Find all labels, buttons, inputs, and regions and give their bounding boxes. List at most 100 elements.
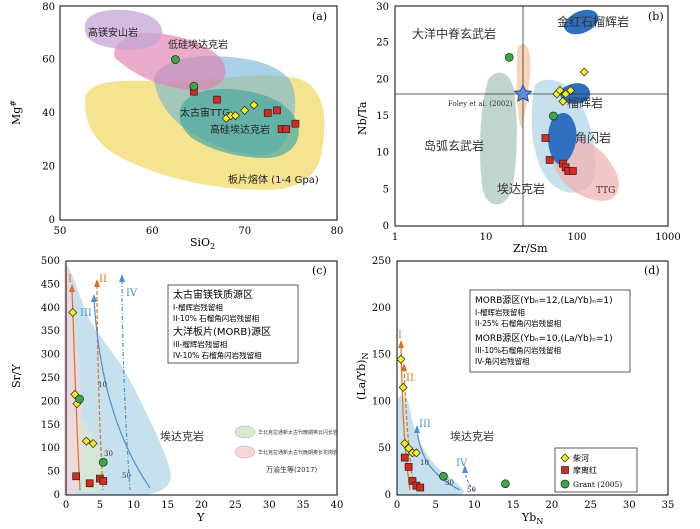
data-point-a-red_squares-5 xyxy=(282,125,291,133)
melt-label-10-c: 10 xyxy=(98,381,107,389)
reference-point-label: Foley et al. (2002) xyxy=(448,100,513,108)
plot-frame-d xyxy=(396,260,669,496)
legend-label-tonalite: 华北克拉通新太古代晚期英云闪长岩 xyxy=(258,429,338,436)
curve-ii-d-arrow xyxy=(401,363,407,371)
xtick-a-2: 70 xyxy=(238,226,251,237)
data-point-d-yellow_diamonds-3 xyxy=(404,443,414,453)
legend-item-1-d: I-榴辉岩残留相 xyxy=(475,307,525,317)
field-label-adakite-c: 埃达克岩 xyxy=(160,429,204,443)
melt-label-50-d: 50 xyxy=(467,486,476,494)
data-point-a-yellow_diamonds-3 xyxy=(240,105,250,115)
curve-label-i-c: I xyxy=(68,274,72,285)
marks-d xyxy=(396,354,510,492)
field-high-si-adakite xyxy=(179,88,299,158)
ytick-b-0: 0 xyxy=(383,221,389,232)
data-point-a-red_squares-6 xyxy=(291,119,300,128)
marker-legend-circle xyxy=(560,479,570,489)
field-label-eclogite: 榴辉岩 xyxy=(567,95,603,110)
xticks-d: 0 5 10 15 20 25 30 35 xyxy=(394,500,675,511)
xtick-c-1: 5 xyxy=(97,500,103,511)
xtick-a-3: 80 xyxy=(331,226,344,237)
field-high-mg-andesite xyxy=(84,9,163,50)
legend-item-1-c: I-榴辉岩残留相 xyxy=(173,302,223,312)
data-point-b-red_squares-0 xyxy=(541,134,550,142)
data-point-d-yellow_diamonds-1 xyxy=(398,382,408,392)
ytick-c-10: 500 xyxy=(41,256,60,267)
ytick-c-4: 200 xyxy=(41,396,60,407)
legend-item-4-c: IV-10% 石榴角闪岩残留相 xyxy=(173,350,262,360)
field-label-high-mg-andesite: 高镁安山岩 xyxy=(88,26,138,39)
panel-label-b: (b) xyxy=(648,10,664,23)
yticks-c: 0 50 100 150 200 250 300 350 400 450 500 xyxy=(41,256,60,501)
data-point-d-red_squares-4 xyxy=(416,483,425,492)
xtick-d-5: 25 xyxy=(584,500,597,511)
panel-label-c: (c) xyxy=(312,264,327,277)
field-label-low-si-adakite: 低硅埃达克岩 xyxy=(168,38,228,51)
curve-label-iii-c: III xyxy=(80,308,92,319)
xtick-d-0: 0 xyxy=(394,500,400,511)
data-point-d-red_squares-1 xyxy=(404,463,413,471)
ytick-d-2: 100 xyxy=(372,396,391,407)
curve-ii xyxy=(96,284,104,491)
field-label-slab-melt: 板片熔体 (1-4 Gpa) xyxy=(228,173,319,186)
ytick-c-9: 450 xyxy=(41,279,60,290)
yticks-a: 0 20 40 60 80 xyxy=(42,2,55,226)
data-point-b-yellow_diamonds-1 xyxy=(555,85,565,95)
ytick-b-4: 20 xyxy=(376,74,389,85)
ytick-d-0: 0 xyxy=(385,490,391,501)
legend-box-d xyxy=(469,289,631,373)
plot-frame-c xyxy=(65,260,338,496)
field-label-ttg: TTG xyxy=(596,186,615,196)
xtick-d-7: 35 xyxy=(662,500,675,511)
curve-iv-d-arrow xyxy=(462,465,468,473)
marker-legend-diamond xyxy=(560,453,570,463)
legend-item-3-d: III-10%石榴角闪岩残留相 xyxy=(475,345,561,355)
ylabel-a: Mg# xyxy=(9,100,23,125)
ytick-d-1: 50 xyxy=(378,443,391,454)
panel-d: I II III IV 10 30 50 MORB源区(Ybₙ=12,(La/Y… xyxy=(355,256,674,526)
data-point-c-red_squares-3 xyxy=(99,477,108,485)
curve-iii-arrow xyxy=(91,294,97,302)
legend-item-2-c: II-10% 石榴角闪岩残留相 xyxy=(173,313,259,323)
xtick-b-1: 10 xyxy=(480,232,493,243)
xtick-c-8: 40 xyxy=(331,500,344,511)
data-point-a-red_squares-1 xyxy=(213,95,221,104)
data-point-c-green_circles-0 xyxy=(75,394,84,404)
field-adakite-d xyxy=(397,395,464,495)
ytick-a-0: 0 xyxy=(49,215,55,226)
curve-ii-arrow xyxy=(94,279,100,287)
data-point-b-red_squares-5 xyxy=(568,167,577,175)
curve-i-arrow xyxy=(69,284,75,292)
ytick-d-3: 150 xyxy=(372,350,391,361)
xlabel-c: Y xyxy=(196,511,205,524)
data-point-b-green_circles-0 xyxy=(504,52,514,62)
xtick-c-2: 10 xyxy=(127,500,140,511)
xtick-b-3: 1000 xyxy=(655,232,680,243)
data-point-c-green_circles-1 xyxy=(98,457,108,467)
legend-box-c xyxy=(167,284,299,364)
data-point-b-yellow_diamonds-2 xyxy=(558,96,568,106)
xtick-c-6: 30 xyxy=(263,500,276,511)
xtick-c-3: 15 xyxy=(161,500,174,511)
marker-legend-square xyxy=(561,466,569,474)
marker-legend-label-2: 摩离红 xyxy=(573,465,597,475)
yticks-d: 0 50 100 150 200 250 xyxy=(372,256,391,501)
xtick-d-4: 20 xyxy=(546,500,559,511)
field-label-archean-ttg: 太古宙TTG xyxy=(180,106,230,119)
yticks-b: 0 5 10 15 20 25 30 xyxy=(376,2,389,232)
marks-c xyxy=(68,307,108,488)
data-point-a-yellow_diamonds-4 xyxy=(249,100,259,110)
xlabel-a: SiO2 xyxy=(190,236,215,251)
data-point-c-red_squares-0 xyxy=(72,472,81,481)
data-point-a-red_squares-2 xyxy=(263,109,272,117)
melt-label-30-c: 30 xyxy=(104,450,113,458)
plot-frame-a xyxy=(59,5,338,221)
xtick-d-2: 10 xyxy=(468,500,481,511)
data-point-b-yellow_diamonds-4 xyxy=(566,85,576,95)
data-point-d-green_circles-0 xyxy=(439,471,448,481)
legend-title-1-c: 太古宙镁铁质源区 xyxy=(173,288,253,301)
field-label-adakite-b: 埃达克岩 xyxy=(497,181,545,196)
ytick-a-2: 40 xyxy=(42,108,55,119)
xticks-b: 1 10 100 1000 xyxy=(392,232,681,243)
